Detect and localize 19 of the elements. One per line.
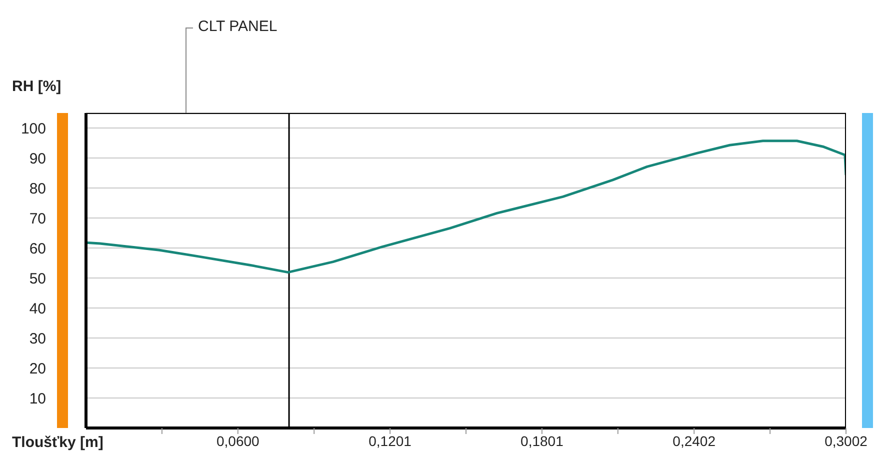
y-tick-label: 60 bbox=[29, 240, 46, 258]
y-tick-label: 10 bbox=[29, 390, 46, 408]
x-tick-label: 0,1801 bbox=[520, 432, 564, 449]
text: CLT PANEL bbox=[198, 18, 278, 35]
y-tick-label: 50 bbox=[29, 270, 46, 288]
x-axis-title: Tloušťky [m] bbox=[12, 434, 104, 451]
y-tick-label: 70 bbox=[29, 210, 46, 228]
x-tick-label: 0,3002 bbox=[824, 432, 868, 449]
y-tick-label: 30 bbox=[29, 330, 46, 348]
y-tick-label: 90 bbox=[29, 150, 46, 168]
x-tick-label: 0,2402 bbox=[672, 432, 716, 449]
y-tick-label: 40 bbox=[29, 300, 46, 318]
x-tick-label: 0,0600 bbox=[216, 432, 260, 449]
line-series bbox=[86, 140, 846, 274]
y-tick-label: 100 bbox=[20, 120, 46, 138]
y-tick-label: 80 bbox=[29, 180, 46, 198]
y-tick-label: 20 bbox=[29, 360, 46, 378]
x-tick-label: 0,1201 bbox=[368, 432, 412, 449]
y-axis-title: RH [%] bbox=[12, 78, 62, 95]
